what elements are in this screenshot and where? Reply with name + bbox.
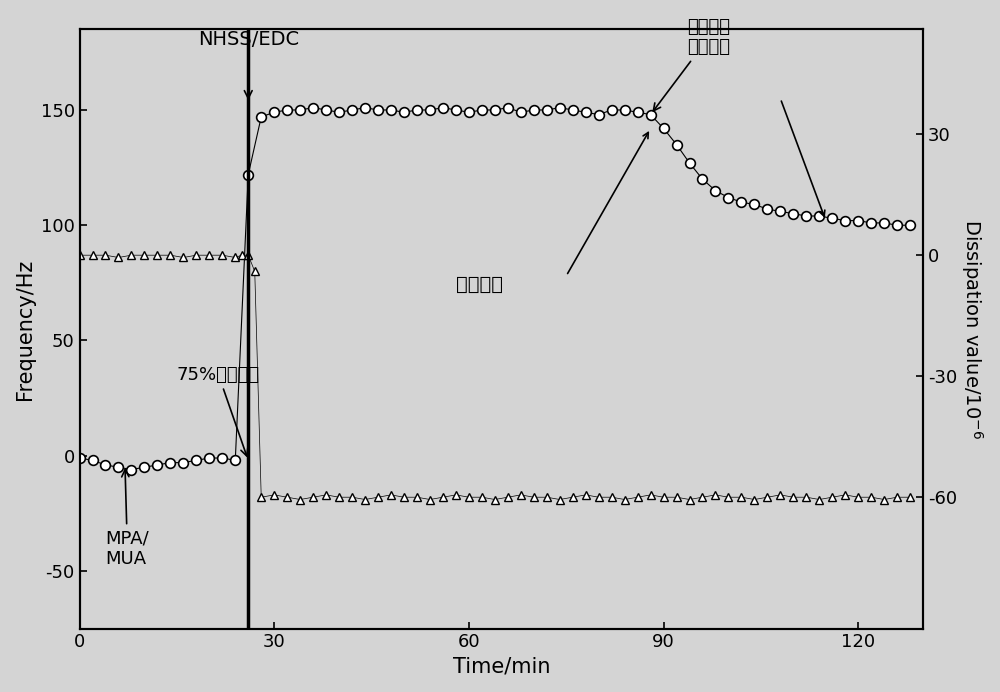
Text: 纤维素酶: 纤维素酶: [456, 275, 503, 294]
Text: 磷酸缓冲
溶液冲洗: 磷酸缓冲 溶液冲洗: [653, 17, 730, 111]
Y-axis label: Dissipation value/10$^{-6}$: Dissipation value/10$^{-6}$: [959, 219, 985, 439]
Y-axis label: Frequency/Hz: Frequency/Hz: [15, 258, 35, 399]
Text: NHSS/EDC: NHSS/EDC: [198, 30, 299, 98]
Text: 75%乙醇冲洗: 75%乙醇冲洗: [177, 365, 260, 456]
X-axis label: Time/min: Time/min: [453, 657, 550, 677]
Text: MPA/
MUA: MPA/ MUA: [105, 470, 149, 568]
